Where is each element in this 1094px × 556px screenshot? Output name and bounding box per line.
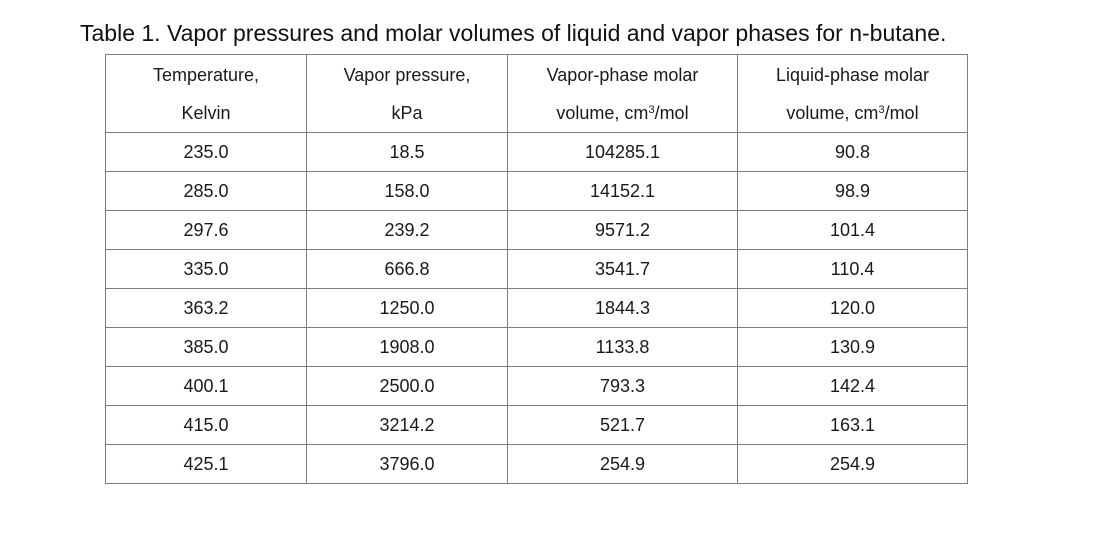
table-row: 285.0 158.0 14152.1 98.9 <box>105 171 968 211</box>
cell-temperature: 415.0 <box>105 405 307 445</box>
vapor-pressure-table: Temperature, Kelvin Vapor pressure, kPa … <box>105 54 968 484</box>
cell-vapor-molar-volume: 14152.1 <box>507 171 738 211</box>
cell-vapor-molar-volume: 254.9 <box>507 444 738 484</box>
cell-temperature: 385.0 <box>105 327 307 367</box>
cell-temperature: 363.2 <box>105 288 307 328</box>
cell-vapor-molar-volume: 1844.3 <box>507 288 738 328</box>
cell-vapor-pressure: 239.2 <box>306 210 508 250</box>
table-row: 235.0 18.5 104285.1 90.8 <box>105 132 968 172</box>
cell-vapor-pressure: 18.5 <box>306 132 508 172</box>
cell-temperature: 285.0 <box>105 171 307 211</box>
cell-liquid-molar-volume: 98.9 <box>737 171 968 211</box>
table-row: 335.0 666.8 3541.7 110.4 <box>105 249 968 289</box>
cell-liquid-molar-volume: 90.8 <box>737 132 968 172</box>
cell-vapor-pressure: 1250.0 <box>306 288 508 328</box>
header-temperature-line2: Kelvin <box>181 102 231 123</box>
cell-vapor-molar-volume: 3541.7 <box>507 249 738 289</box>
cell-liquid-molar-volume: 101.4 <box>737 210 968 250</box>
table-row: 385.0 1908.0 1133.8 130.9 <box>105 327 968 367</box>
cell-liquid-molar-volume: 130.9 <box>737 327 968 367</box>
cell-vapor-pressure: 1908.0 <box>306 327 508 367</box>
header-temperature-line1: Temperature, <box>152 64 260 85</box>
cell-vapor-molar-volume: 521.7 <box>507 405 738 445</box>
header-temperature: Temperature, Kelvin <box>105 54 307 133</box>
cell-liquid-molar-volume: 254.9 <box>737 444 968 484</box>
cell-vapor-pressure: 158.0 <box>306 171 508 211</box>
cell-temperature: 335.0 <box>105 249 307 289</box>
header-vapor-pressure: Vapor pressure, kPa <box>306 54 508 133</box>
cell-liquid-molar-volume: 142.4 <box>737 366 968 406</box>
table-row: 415.0 3214.2 521.7 163.1 <box>105 405 968 445</box>
table-row: 400.1 2500.0 793.3 142.4 <box>105 366 968 406</box>
header-vapor-molar-volume-line1: Vapor-phase molar <box>546 64 699 85</box>
table-row: 425.1 3796.0 254.9 254.9 <box>105 444 968 484</box>
cell-liquid-molar-volume: 163.1 <box>737 405 968 445</box>
header-row: Temperature, Kelvin Vapor pressure, kPa … <box>105 54 968 133</box>
header-liquid-unit-post: /mol <box>884 102 919 123</box>
header-vapor-molar-volume: Vapor-phase molar volume, cm3/mol <box>507 54 738 133</box>
cell-vapor-pressure: 3796.0 <box>306 444 508 484</box>
header-vapor-unit-sup: 3 <box>648 103 655 116</box>
table-header: Temperature, Kelvin Vapor pressure, kPa … <box>105 54 968 133</box>
header-vapor-pressure-line1: Vapor pressure, <box>343 64 471 85</box>
cell-vapor-molar-volume: 9571.2 <box>507 210 738 250</box>
cell-temperature: 400.1 <box>105 366 307 406</box>
cell-vapor-pressure: 3214.2 <box>306 405 508 445</box>
cell-liquid-molar-volume: 110.4 <box>737 249 968 289</box>
cell-vapor-pressure: 666.8 <box>306 249 508 289</box>
table-caption: Table 1. Vapor pressures and molar volum… <box>80 20 947 46</box>
header-liquid-molar-volume-line1: Liquid-phase molar <box>775 64 930 85</box>
header-liquid-molar-volume-line2: volume, cm3/mol <box>738 94 967 132</box>
cell-vapor-pressure: 2500.0 <box>306 366 508 406</box>
cell-temperature: 235.0 <box>105 132 307 172</box>
table-body: 235.0 18.5 104285.1 90.8 285.0 158.0 141… <box>105 132 968 484</box>
header-liquid-molar-volume: Liquid-phase molar volume, cm3/mol <box>737 54 968 133</box>
header-vapor-unit-pre: volume, cm <box>556 102 649 123</box>
table-row: 297.6 239.2 9571.2 101.4 <box>105 210 968 250</box>
cell-vapor-molar-volume: 793.3 <box>507 366 738 406</box>
cell-vapor-molar-volume: 1133.8 <box>507 327 738 367</box>
header-liquid-unit-pre: volume, cm <box>786 102 879 123</box>
header-vapor-molar-volume-line2: volume, cm3/mol <box>508 94 737 132</box>
table-row: 363.2 1250.0 1844.3 120.0 <box>105 288 968 328</box>
cell-temperature: 425.1 <box>105 444 307 484</box>
cell-vapor-molar-volume: 104285.1 <box>507 132 738 172</box>
header-vapor-pressure-line2: kPa <box>391 102 423 123</box>
header-vapor-unit-post: /mol <box>654 102 689 123</box>
header-liquid-unit-sup: 3 <box>878 103 885 116</box>
cell-liquid-molar-volume: 120.0 <box>737 288 968 328</box>
cell-temperature: 297.6 <box>105 210 307 250</box>
